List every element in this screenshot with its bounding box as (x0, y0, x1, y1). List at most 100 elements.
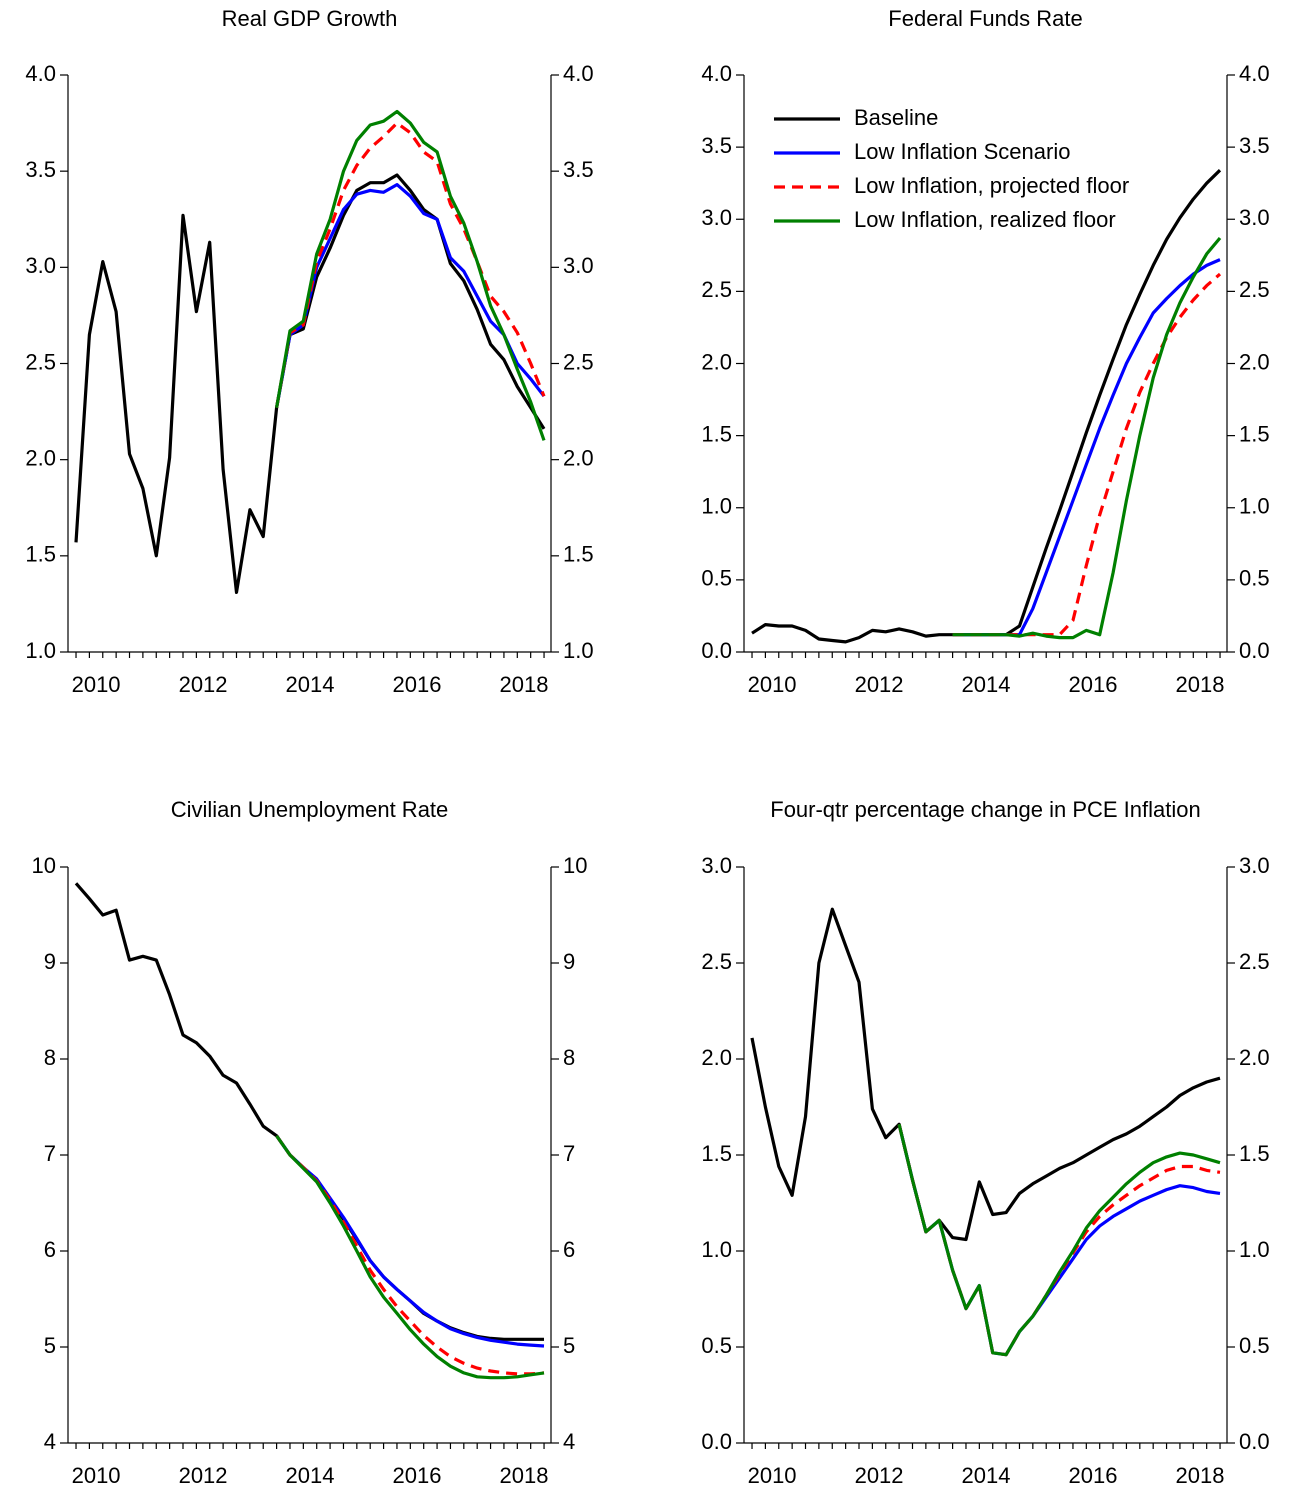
y2-tick-label: 5 (563, 1333, 575, 1358)
series-line (275, 1134, 545, 1380)
y2-tick-label: 0.0 (1239, 638, 1270, 663)
y2-tick-label: 0.0 (1239, 1429, 1270, 1454)
y2-tick-label: 4 (563, 1429, 575, 1454)
series-line (897, 1123, 1221, 1357)
x-tick-label: 2016 (1069, 1463, 1118, 1488)
y-tick-label: 2.5 (701, 949, 732, 974)
x-tick-label: 2018 (1176, 672, 1225, 697)
y-tick-label: 8 (44, 1045, 56, 1070)
y2-tick-label: 1.0 (1239, 494, 1270, 519)
legend-label: Baseline (854, 105, 938, 130)
series-line (275, 183, 546, 408)
x-tick-label: 2012 (855, 672, 904, 697)
series-line (74, 882, 544, 1341)
x-tick-label: 2018 (1176, 1463, 1225, 1488)
y2-tick-label: 10 (563, 853, 587, 878)
y-tick-label: 1.5 (25, 542, 56, 567)
y-tick-label: 1.0 (701, 1237, 732, 1262)
y-tick-label: 2.0 (25, 445, 56, 470)
panel: Civilian Unemployment Rate 4 4 5 5 6 6 7 7 8 8 9 9 10… (32, 797, 588, 1488)
y-tick-label: 4.0 (701, 61, 732, 86)
y-tick-label: 5 (44, 1333, 56, 1358)
series-line (750, 907, 1221, 1242)
series-line (275, 1134, 545, 1348)
panel: Real GDP Growth 1.0 1.0 1.5 1.5 2.0 2.0 2.5 2.5 3… (25, 6, 593, 697)
y-tick-label: 3.5 (25, 157, 56, 182)
y2-tick-label: 2.5 (1239, 277, 1270, 302)
chart-title: Real GDP Growth (222, 6, 398, 31)
y2-tick-label: 0.5 (1239, 566, 1270, 591)
y-tick-label: 0.5 (701, 566, 732, 591)
x-tick-label: 2016 (393, 672, 442, 697)
y-tick-label: 1.0 (701, 494, 732, 519)
y2-tick-label: 1.0 (563, 638, 594, 663)
y-tick-label: 1.0 (25, 638, 56, 663)
x-tick-label: 2010 (748, 672, 797, 697)
x-tick-label: 2012 (179, 1463, 228, 1488)
y2-tick-label: 2.0 (1239, 349, 1270, 374)
x-tick-label: 2012 (855, 1463, 904, 1488)
x-tick-label: 2014 (962, 1463, 1011, 1488)
x-tick-label: 2010 (72, 672, 121, 697)
legend-label: Low Inflation Scenario (854, 139, 1070, 164)
y-tick-label: 3.0 (701, 853, 732, 878)
y-tick-label: 2.5 (701, 277, 732, 302)
y2-tick-label: 2.0 (1239, 1045, 1270, 1070)
y-tick-label: 10 (32, 853, 56, 878)
series-line (74, 173, 546, 594)
y2-tick-label: 8 (563, 1045, 575, 1070)
x-tick-label: 2010 (72, 1463, 121, 1488)
series-line (897, 1123, 1221, 1357)
y2-tick-label: 1.5 (1239, 1141, 1270, 1166)
y2-tick-label: 0.5 (1239, 1333, 1270, 1358)
y-tick-label: 3.5 (701, 133, 732, 158)
x-tick-label: 2012 (179, 672, 228, 697)
legend-label: Low Inflation, projected floor (854, 173, 1129, 198)
chart-title: Federal Funds Rate (888, 6, 1082, 31)
y2-tick-label: 4.0 (563, 61, 594, 86)
y-tick-label: 3.0 (701, 205, 732, 230)
x-tick-label: 2014 (962, 672, 1011, 697)
y2-tick-label: 3.0 (1239, 853, 1270, 878)
y-tick-label: 6 (44, 1237, 56, 1262)
y2-tick-label: 2.5 (563, 349, 594, 374)
y2-tick-label: 3.5 (563, 157, 594, 182)
series-line (952, 236, 1222, 640)
y-tick-label: 0.5 (701, 1333, 732, 1358)
panel: Four-qtr percentage change in PCE Inflat… (701, 797, 1269, 1488)
y-tick-label: 4 (44, 1429, 56, 1454)
x-tick-label: 2018 (500, 1463, 549, 1488)
y-tick-label: 2.5 (25, 349, 56, 374)
y-tick-label: 2.0 (701, 349, 732, 374)
y2-tick-label: 3.0 (1239, 205, 1270, 230)
y2-tick-label: 2.5 (1239, 949, 1270, 974)
y2-tick-label: 1.0 (1239, 1237, 1270, 1262)
x-tick-label: 2014 (286, 1463, 335, 1488)
y2-tick-label: 2.0 (563, 445, 594, 470)
series-line (897, 1123, 1221, 1357)
x-tick-label: 2014 (286, 672, 335, 697)
y-tick-label: 0.0 (701, 1429, 732, 1454)
y2-tick-label: 1.5 (563, 542, 594, 567)
y2-tick-label: 7 (563, 1141, 575, 1166)
y2-tick-label: 6 (563, 1237, 575, 1262)
y2-tick-label: 4.0 (1239, 61, 1270, 86)
chart-title: Civilian Unemployment Rate (171, 797, 449, 822)
x-tick-label: 2016 (1069, 672, 1118, 697)
y-tick-label: 1.5 (701, 421, 732, 446)
chart-title: Four-qtr percentage change in PCE Inflat… (770, 797, 1200, 822)
y-tick-label: 9 (44, 949, 56, 974)
y2-tick-label: 1.5 (1239, 421, 1270, 446)
y-tick-label: 1.5 (701, 1141, 732, 1166)
x-tick-label: 2016 (393, 1463, 442, 1488)
y-tick-label: 0.0 (701, 638, 732, 663)
series-line (275, 109, 546, 441)
y-tick-label: 2.0 (701, 1045, 732, 1070)
y2-tick-label: 9 (563, 949, 575, 974)
y2-tick-label: 3.5 (1239, 133, 1270, 158)
y2-tick-label: 3.0 (563, 253, 594, 278)
series-line (275, 121, 546, 408)
x-tick-label: 2018 (500, 672, 549, 697)
series-line (751, 169, 1222, 644)
